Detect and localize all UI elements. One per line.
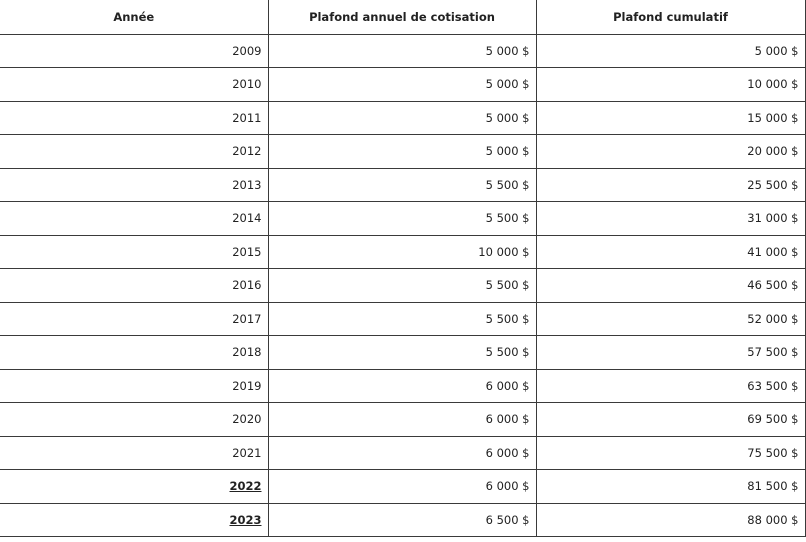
cell-year: 2013 [0,167,269,202]
table-row: 2022 6 000 $81 500 $ [0,469,806,504]
cell-annual-limit: 5 500 $ [267,201,537,236]
cell-cumulative-limit: 46 500 $ [535,268,806,303]
cell-annual-limit: 5 500 $ [267,301,537,336]
cell-cumulative-limit: 20 000 $ [535,134,806,169]
table-row: 2011 5 000 $15 000 $ [0,100,806,135]
cell-year: 2019 [0,368,269,403]
table-row: 2010 5 000 $10 000 $ [0,67,806,102]
cell-annual-limit: 6 000 $ [267,435,537,470]
cell-year: 2010 [0,67,269,102]
year-value: 2010 [232,77,262,92]
cell-annual-limit: 6 000 $ [267,368,537,403]
table-header-row: Année Plafond annuel de cotisation Plafo… [0,0,806,35]
cell-annual-limit: 10 000 $ [267,234,537,269]
cell-cumulative-limit: 81 500 $ [535,469,806,504]
year-value: 2009 [232,43,262,58]
cell-annual-limit: 6 000 $ [267,402,537,437]
year-value: 2014 [232,211,262,226]
cell-annual-limit: 5 500 $ [267,167,537,202]
table-row: 2021 6 000 $75 500 $ [0,435,806,470]
cell-cumulative-limit: 31 000 $ [535,201,806,236]
cell-year: 2022 [0,469,269,504]
table-row: 2013 5 500 $25 500 $ [0,167,806,202]
cell-year: 2021 [0,435,269,470]
header-cumulative-limit: Plafond cumulatif [535,0,806,35]
table-row: 2009 5 000 $5 000 $ [0,33,806,68]
cell-annual-limit: 5 000 $ [267,134,537,169]
cell-annual-limit: 5 000 $ [267,100,537,135]
cell-year: 2011 [0,100,269,135]
cell-annual-limit: 6 500 $ [267,502,537,537]
cell-year: 2009 [0,33,269,68]
cell-year: 2023 [0,502,269,537]
year-value: 2016 [232,278,262,293]
cell-cumulative-limit: 75 500 $ [535,435,806,470]
cell-cumulative-limit: 88 000 $ [535,502,806,537]
cell-annual-limit: 5 000 $ [267,67,537,102]
cell-cumulative-limit: 15 000 $ [535,100,806,135]
year-value: 2017 [232,311,262,326]
year-value: 2020 [232,412,262,427]
table-row: 2020 6 000 $69 500 $ [0,402,806,437]
table-row: 2019 6 000 $63 500 $ [0,368,806,403]
year-value: 2013 [232,177,262,192]
cell-year: 2012 [0,134,269,169]
cell-annual-limit: 5 500 $ [267,268,537,303]
table-row: 2018 5 500 $57 500 $ [0,335,806,370]
year-value: 2012 [232,144,262,159]
cell-annual-limit: 6 000 $ [267,469,537,504]
header-year: Année [0,0,269,35]
table-row: 2016 5 500 $46 500 $ [0,268,806,303]
year-value: 2021 [232,445,262,460]
cell-cumulative-limit: 69 500 $ [535,402,806,437]
table-body: 2009 5 000 $5 000 $2010 5 000 $10 000 $201… [0,33,806,537]
year-value: 2011 [232,110,262,125]
year-value: 2022 [229,479,262,494]
table-row: 2012 5 000 $20 000 $ [0,134,806,169]
cell-annual-limit: 5 000 $ [267,33,537,68]
year-value: 2023 [229,512,262,527]
cell-cumulative-limit: 5 000 $ [535,33,806,68]
cell-cumulative-limit: 52 000 $ [535,301,806,336]
cell-cumulative-limit: 57 500 $ [535,335,806,370]
cell-cumulative-limit: 10 000 $ [535,67,806,102]
cell-year: 2014 [0,201,269,236]
cell-year: 2016 [0,268,269,303]
year-value: 2019 [232,378,262,393]
table-row: 2023 6 500 $88 000 $ [0,502,806,537]
table-row: 2015 10 000 $41 000 $ [0,234,806,269]
year-value: 2018 [232,345,262,360]
year-value: 2015 [232,244,262,259]
cell-annual-limit: 5 500 $ [267,335,537,370]
cell-year: 2020 [0,402,269,437]
cell-year: 2017 [0,301,269,336]
cell-cumulative-limit: 25 500 $ [535,167,806,202]
table-row: 2017 5 500 $52 000 $ [0,301,806,336]
cell-cumulative-limit: 41 000 $ [535,234,806,269]
header-annual-limit: Plafond annuel de cotisation [267,0,537,35]
cell-year: 2015 [0,234,269,269]
cell-year: 2018 [0,335,269,370]
cell-cumulative-limit: 63 500 $ [535,368,806,403]
table-row: 2014 5 500 $31 000 $ [0,201,806,236]
